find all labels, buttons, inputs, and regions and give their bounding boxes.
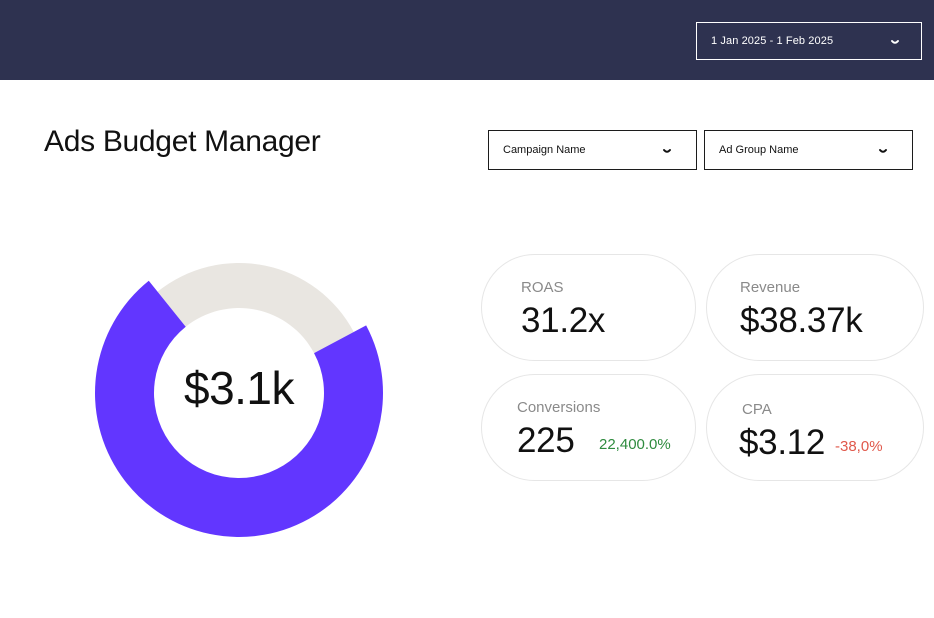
roas-value: 31.2x xyxy=(521,301,606,340)
revenue-label: Revenue xyxy=(740,279,801,296)
conversions-card: Conversions 225 22,400.0% xyxy=(481,374,696,481)
budget-donut-svg xyxy=(94,263,383,537)
roas-card: ROAS 31.2x xyxy=(481,254,696,361)
budget-donut-chart: $3.1k xyxy=(94,248,384,538)
top-bar: 1 Jan 2025 - 1 Feb 2025 xyxy=(0,0,934,80)
campaign-name-label: Campaign Name xyxy=(503,144,586,156)
donut-remaining-segment xyxy=(157,263,354,354)
ad-group-name-label: Ad Group Name xyxy=(719,144,799,156)
cpa-card: CPA $3.12 -38,0% xyxy=(706,374,924,481)
revenue-card: Revenue $38.37k xyxy=(706,254,924,361)
conversions-value: 225 xyxy=(517,421,575,460)
revenue-value: $38.37k xyxy=(740,301,863,340)
date-range-picker[interactable]: 1 Jan 2025 - 1 Feb 2025 xyxy=(696,22,922,60)
budget-spent-value: $3.1k xyxy=(183,362,295,414)
cpa-label: CPA xyxy=(742,401,772,418)
date-range-label: 1 Jan 2025 - 1 Feb 2025 xyxy=(711,35,834,47)
conversions-delta: 22,400.0% xyxy=(599,436,671,453)
ad-group-name-dropdown[interactable]: Ad Group Name xyxy=(704,130,913,170)
chevron-down-icon xyxy=(663,149,671,153)
roas-label: ROAS xyxy=(521,279,564,296)
cpa-delta: -38,0% xyxy=(835,438,883,455)
page-title: Ads Budget Manager xyxy=(44,125,321,158)
chevron-down-icon xyxy=(879,149,887,153)
campaign-name-dropdown[interactable]: Campaign Name xyxy=(488,130,697,170)
conversions-label: Conversions xyxy=(517,399,601,416)
chevron-down-icon xyxy=(891,40,899,44)
cpa-value: $3.12 xyxy=(739,423,826,462)
donut-spent-segment xyxy=(94,280,383,537)
